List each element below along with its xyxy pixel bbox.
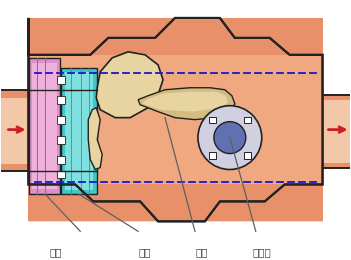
Bar <box>28 18 323 221</box>
Bar <box>209 116 216 124</box>
Bar <box>57 155 65 164</box>
Bar <box>244 116 251 124</box>
Bar <box>320 100 351 162</box>
Bar <box>61 68 97 194</box>
Circle shape <box>214 122 246 154</box>
Polygon shape <box>28 18 323 55</box>
Bar <box>57 171 65 178</box>
Bar <box>244 152 251 159</box>
Text: 阀坐: 阀坐 <box>49 247 62 257</box>
Text: 阀芯: 阀芯 <box>139 247 151 257</box>
Bar <box>0 98 33 164</box>
Bar <box>57 76 65 84</box>
Bar <box>32 63 57 190</box>
Polygon shape <box>96 52 163 118</box>
Bar <box>320 95 351 167</box>
Bar <box>57 116 65 124</box>
Bar <box>209 152 216 159</box>
Bar <box>31 55 320 184</box>
Bar <box>57 96 65 104</box>
Circle shape <box>198 106 262 170</box>
Bar <box>65 72 93 190</box>
Bar <box>57 136 65 144</box>
Text: 拨臂: 拨臂 <box>196 247 208 257</box>
Polygon shape <box>142 92 228 112</box>
Bar <box>323 100 351 162</box>
Polygon shape <box>138 88 235 120</box>
Text: 旋轉軸: 旋轉軸 <box>252 247 271 257</box>
Bar <box>0 90 31 172</box>
Polygon shape <box>88 108 102 170</box>
Bar <box>29 58 60 194</box>
Polygon shape <box>28 184 323 221</box>
